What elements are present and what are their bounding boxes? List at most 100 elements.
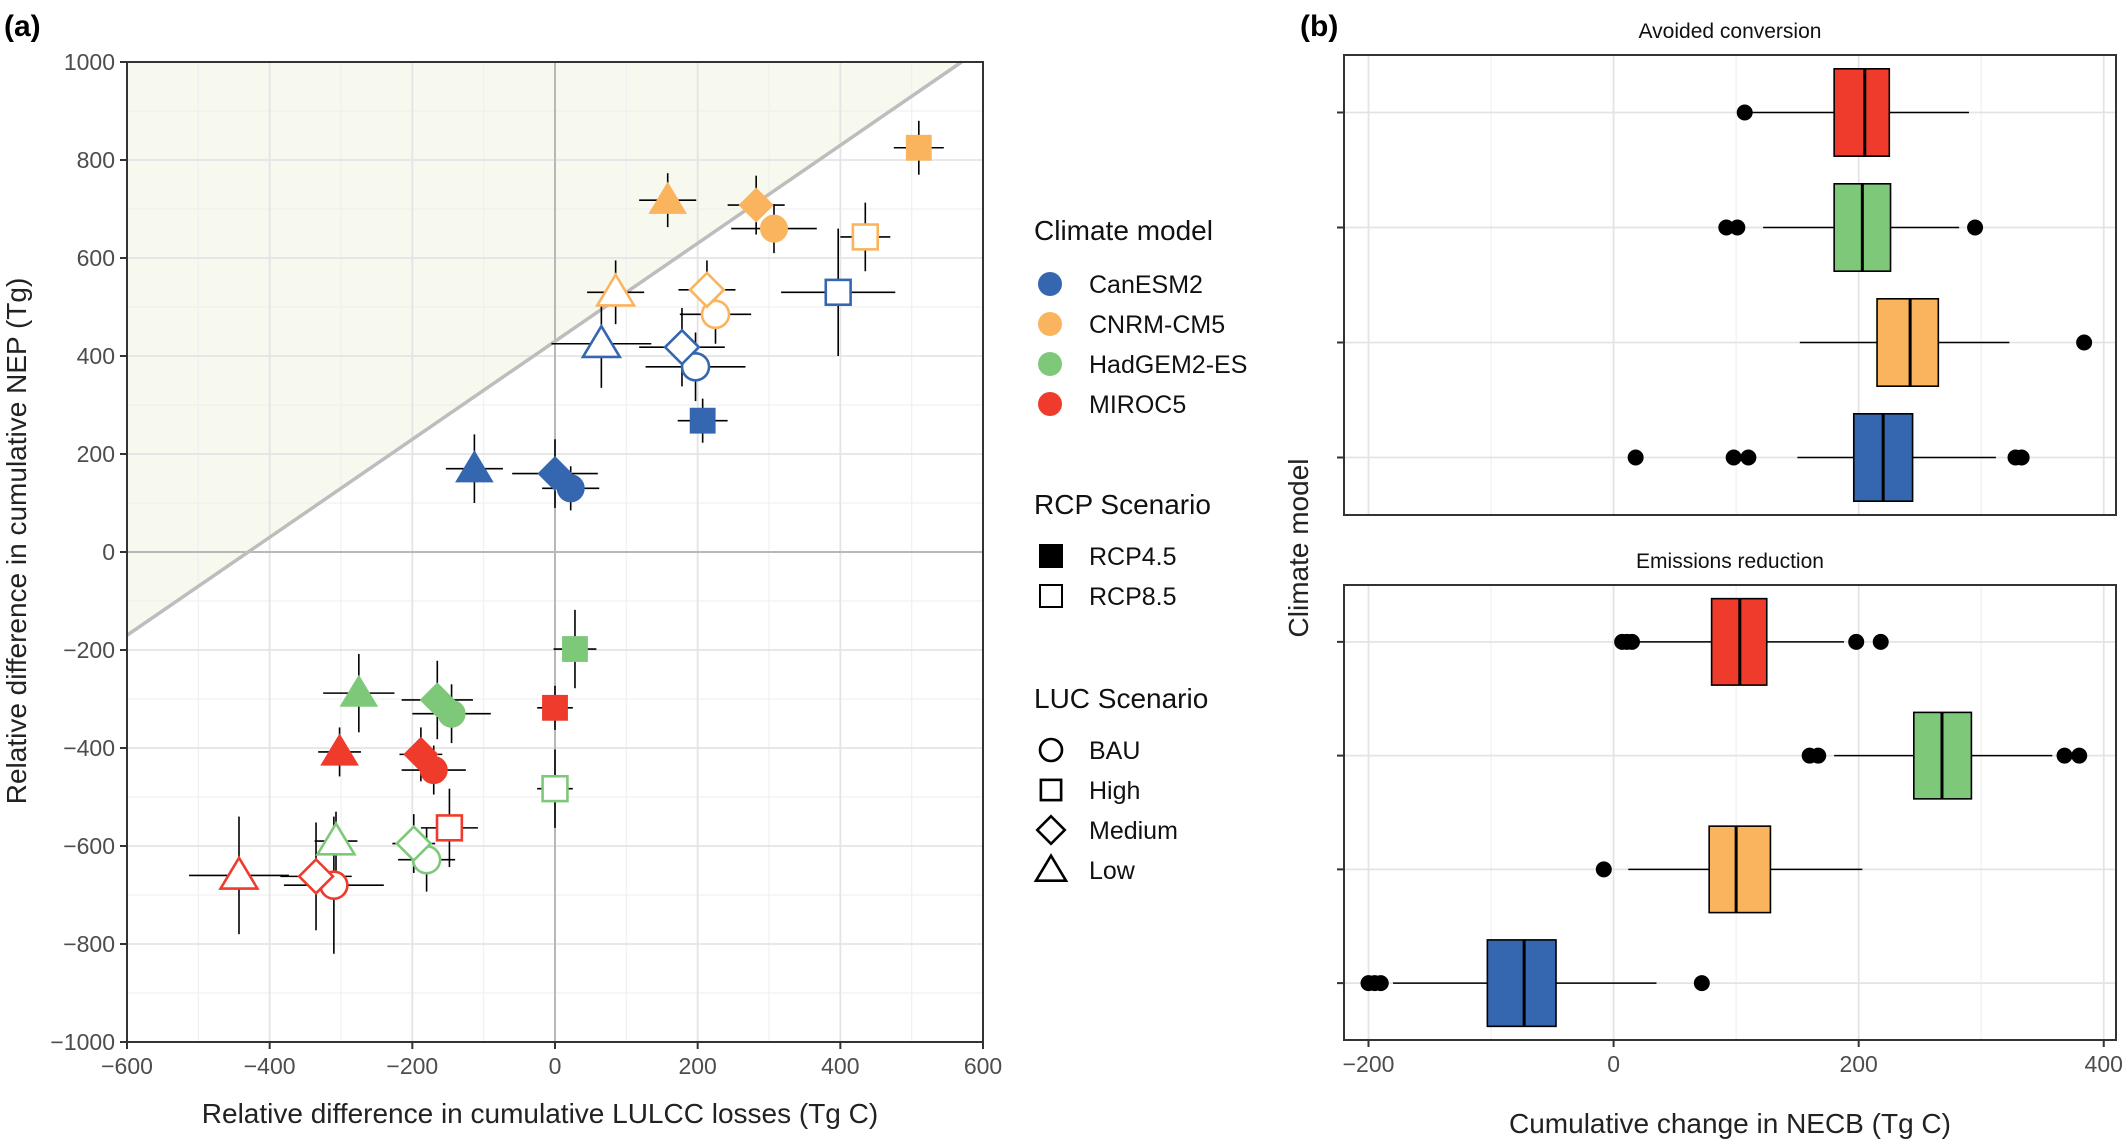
scatter-y-axis-label: Relative difference in cumulative NEP (T… [1,278,32,805]
box-outlier [1718,219,1735,236]
legend-luc-title: LUC Scenario [1034,683,1208,714]
legend-climate-label: CanESM2 [1089,271,1203,299]
legend-climate-label: MIROC5 [1089,391,1186,419]
scatter-point [435,814,464,842]
legend-luc-item [1039,778,1063,802]
scatter-y-tick-label: −800 [63,931,115,957]
box-outlier [1627,449,1644,466]
scatter-y-tick-label: −600 [63,833,115,859]
legend-climate-key [1038,312,1062,336]
boxplot-x-tick-label: −200 [1343,1051,1395,1077]
boxplot-x-tick-label: 400 [2085,1051,2123,1077]
legend: Climate model CanESM2 CNRM-CM5 HadGEM2-ES M… [1033,215,1247,885]
scatter-x-tick-label: −400 [244,1053,296,1079]
scatter-x-tick-label: 0 [549,1053,562,1079]
box-outlier [1736,104,1753,121]
scatter-point [297,857,335,896]
boxplot-facet-bottom [1337,584,2117,1041]
box-outlier [1810,747,1827,764]
box-outlier [1725,449,1742,466]
box-outlier [2071,747,2088,764]
legend-rcp-label: RCP8.5 [1089,583,1177,611]
scatter-point [688,271,726,309]
scatter-point [580,323,623,359]
scatter-y-tick-label: 800 [77,147,115,173]
box-outlier [1729,219,1746,236]
panel-a-label: (a) [4,10,41,43]
scatter-y-tick-label: 600 [77,245,115,271]
box-iqr [1486,939,1557,1028]
scatter-point [663,328,701,366]
legend-luc-item [1038,737,1064,763]
boxplot-facet-top [1337,54,2117,516]
legend-rcp-key [1039,544,1063,568]
scatter-panel: −600 −400 −200 0 200 400 600 −1000 −800 −600 −400 −… [1,49,1002,1129]
scatter-x-axis-label: Relative difference in cumulative LULCC … [202,1098,878,1129]
scatter-point [419,682,455,718]
scatter-point [542,694,568,721]
scatter-point [320,733,359,766]
scatter-axes: −600 −400 −200 0 200 400 600 −1000 −800 −600 −400 −… [50,49,1002,1079]
legend-climate-label: HadGEM2-ES [1089,351,1247,379]
scatter-point [218,855,260,890]
scatter-point [403,736,439,772]
scatter-point [759,214,788,243]
boxplot-x-tick-label: 200 [1839,1051,1877,1077]
scatter-point [648,181,688,214]
box-outlier [1372,975,1389,992]
scatter-point [738,187,774,223]
legend-rcp-title: RCP Scenario [1034,489,1211,520]
box-outlier [1693,975,1710,992]
scatter-y-tick-label: −200 [63,637,115,663]
scatter-point [700,299,731,330]
scatter-point [339,674,379,707]
legend-climate-items: CanESM2 CNRM-CM5 HadGEM2-ES MIROC5 [1038,271,1247,419]
scatter-point [562,636,588,662]
legend-luc-item [1033,853,1069,883]
scatter-point [905,134,932,161]
legend-luc-label: Low [1089,857,1136,885]
legend-luc-label: BAU [1089,737,1140,765]
scatter-point [541,774,569,803]
legend-rcp-label: RCP4.5 [1089,543,1177,571]
facet-title-bottom: Emissions reduction [1636,550,1824,573]
scatter-x-tick-label: 200 [678,1053,716,1079]
scatter-y-tick-label: 400 [77,343,115,369]
facet-frame [1343,584,2117,1041]
legend-luc-label: High [1089,777,1140,805]
scatter-y-tick-label: 1000 [64,49,115,75]
scatter-point [689,407,716,434]
box-outlier [1872,633,1889,650]
scatter-x-tick-label: −200 [386,1053,438,1079]
scatter-y-tick-label: −1000 [50,1029,115,1055]
legend-climate-key [1038,392,1062,416]
panel-b-label: (b) [1300,10,1338,43]
facet-title-top: Avoided conversion [1639,20,1822,43]
facet-plot-area [1344,55,2116,515]
scatter-point [315,821,357,856]
legend-luc-key [1038,737,1064,763]
box-outlier [1595,861,1612,878]
legend-rcp-key [1039,584,1063,608]
box-outlier [1623,633,1640,650]
legend-luc-key [1035,814,1067,846]
legend-climate-key [1038,272,1062,296]
legend-luc-key [1039,778,1063,802]
scatter-y-tick-label: −400 [63,735,115,761]
scatter-point [680,351,711,382]
facet-frame [1343,54,2117,516]
box-iqr [1876,297,1940,387]
boxplot-x-axis-label: Cumulative change in NECB (Tg C) [1509,1108,1951,1139]
boxplot-y-axis-label: Climate model [1283,459,1314,638]
scatter-reference-line [126,60,963,637]
scatter-y-tick-label: 0 [102,539,115,565]
scatter-point [395,824,433,863]
scatter-point [455,450,494,483]
scatter-x-tick-label: 600 [964,1053,1002,1079]
box-outlier [1740,449,1757,466]
box-iqr [1708,825,1772,914]
legend-climate-key [1038,352,1062,376]
legend-luc-items: BAU High Medium Low [1033,737,1178,885]
legend-luc-item [1035,814,1067,846]
